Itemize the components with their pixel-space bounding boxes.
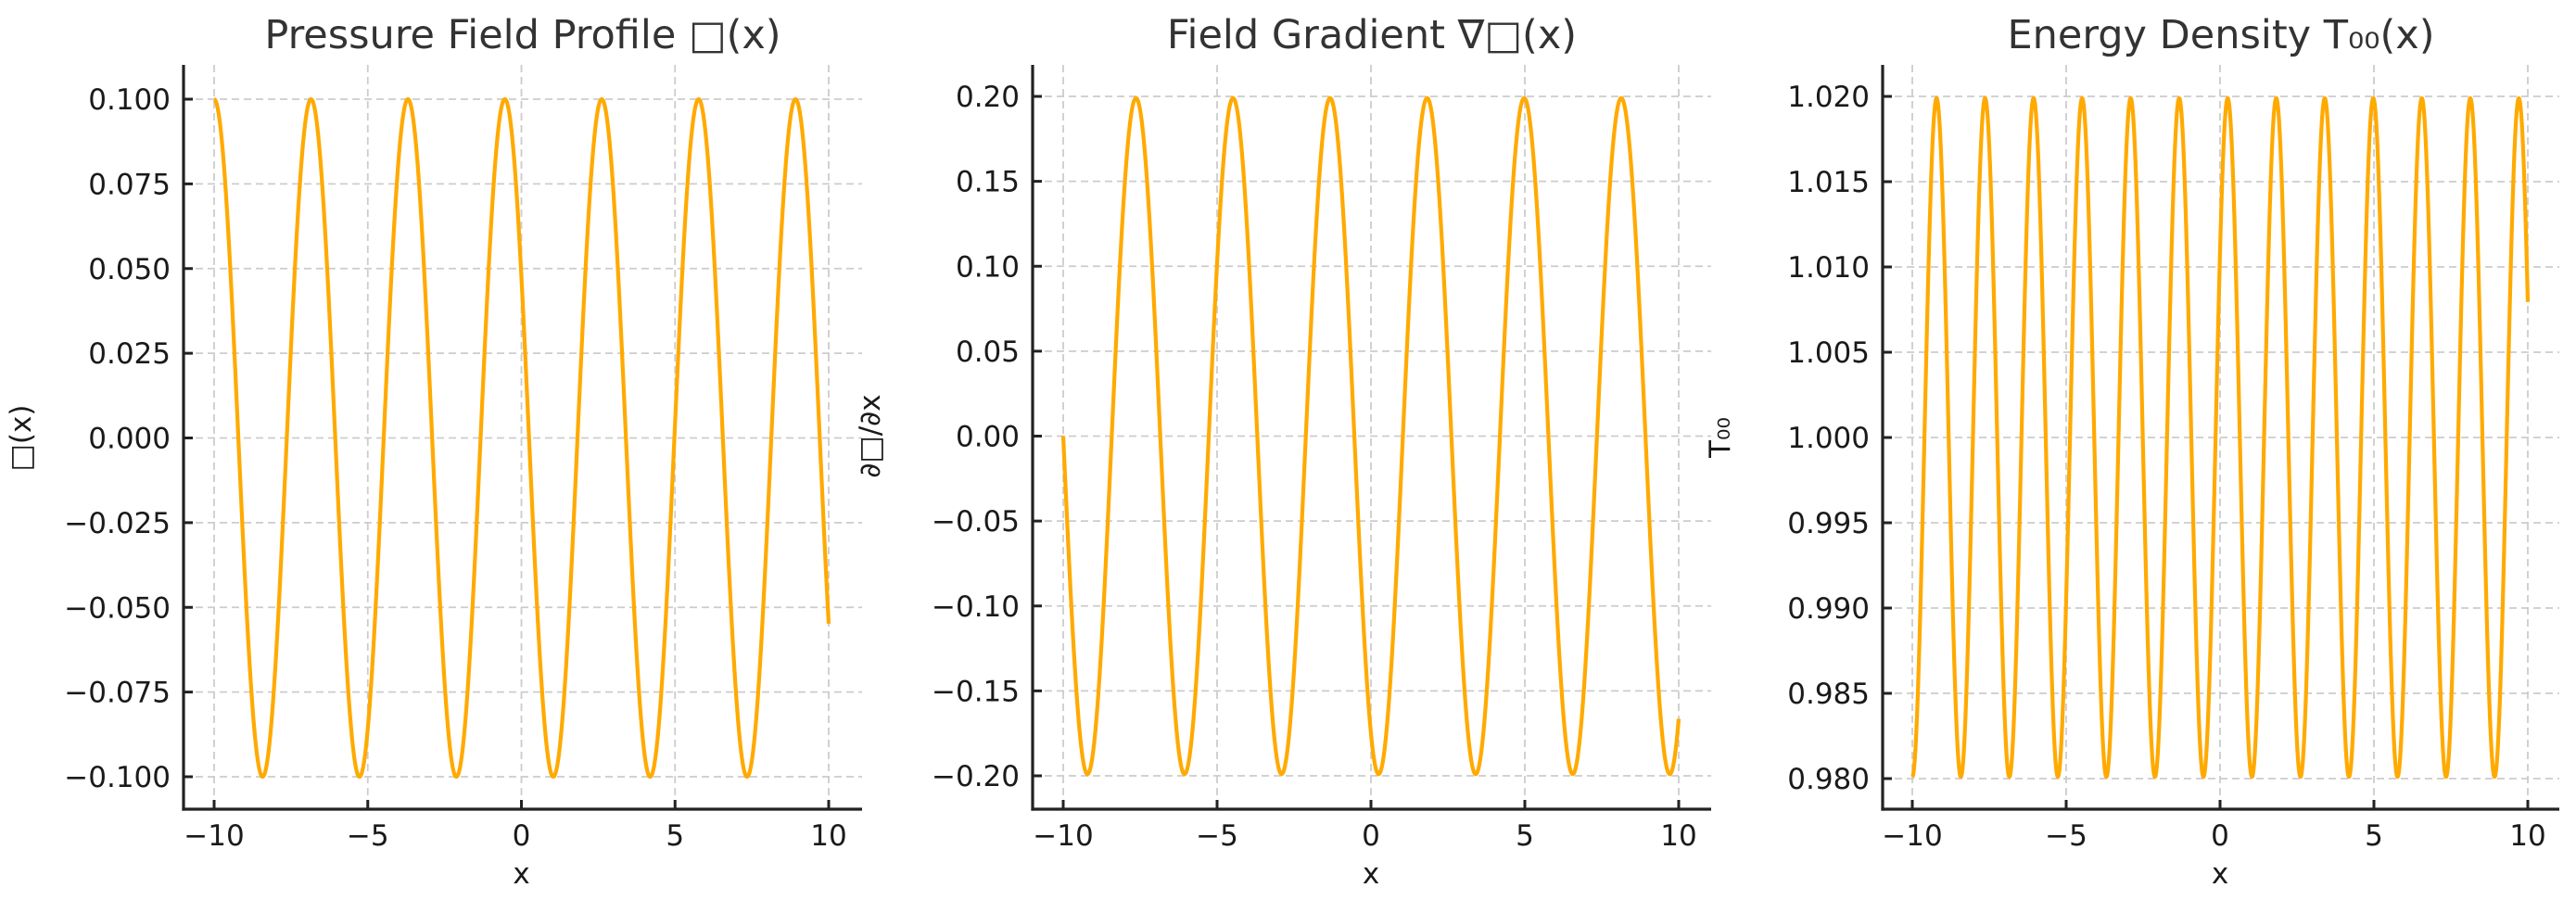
x-tick-label: −5 <box>1196 819 1238 853</box>
y-tick-label: −0.15 <box>932 675 1020 708</box>
x-tick-label: −10 <box>1033 819 1093 853</box>
pressure-field-x-label: x <box>513 857 529 891</box>
x-tick-label: 5 <box>666 819 684 853</box>
y-tick-label: 0.995 <box>1787 507 1870 540</box>
energy-density-title: Energy Density T₀₀(x) <box>2007 12 2434 58</box>
y-tick-label: −0.05 <box>932 505 1020 539</box>
energy-density-curve <box>1910 95 2531 780</box>
x-tick-label: 5 <box>1516 819 1534 853</box>
pressure-field-grid <box>184 65 862 809</box>
y-tick-label: −0.025 <box>64 507 171 540</box>
energy-density-x-ticks: −10 −5 0 5 10 <box>1882 800 2546 853</box>
y-tick-label: −0.10 <box>932 590 1020 624</box>
y-tick-label: 0.05 <box>956 336 1020 369</box>
field-gradient-panel: Field Gradient ∇□(x) x ∂□/∂x −10 −5 0 5 10 −… <box>854 12 1711 891</box>
field-gradient-x-ticks: −10 −5 0 5 10 <box>1033 800 1697 853</box>
x-tick-label: −10 <box>184 819 244 853</box>
y-tick-label: 0.100 <box>88 83 171 117</box>
x-tick-label: −5 <box>347 819 389 853</box>
y-tick-label: 0.15 <box>956 166 1020 199</box>
field-gradient-x-label: x <box>1363 857 1379 891</box>
energy-density-y-ticks: 0.980 0.985 0.990 0.995 1.000 1.005 1.010 1.015… <box>1787 81 1892 796</box>
x-tick-label: 5 <box>2365 819 2383 853</box>
y-tick-label: 0.00 <box>956 421 1020 454</box>
pressure-field-y-label: □(x) <box>5 405 38 472</box>
x-tick-label: 0 <box>2211 819 2229 853</box>
field-gradient-title: Field Gradient ∇□(x) <box>1167 12 1577 58</box>
y-tick-label: −0.050 <box>64 591 171 625</box>
y-tick-label: 0.075 <box>88 168 171 201</box>
y-tick-label: −0.100 <box>64 761 171 794</box>
y-tick-label: 0.050 <box>88 253 171 286</box>
x-tick-label: 10 <box>1660 819 1696 853</box>
y-tick-label: 1.015 <box>1787 166 1870 199</box>
x-tick-label: −10 <box>1882 819 1942 853</box>
pressure-field-y-ticks: −0.100 −0.075 −0.050 −0.025 0.000 0.025 0.050 0… <box>64 83 193 794</box>
x-tick-label: 10 <box>2509 819 2545 853</box>
energy-density-y-label: T₀₀ <box>1704 417 1737 459</box>
y-tick-label: 0.20 <box>956 81 1020 114</box>
y-tick-label: 1.010 <box>1787 251 1870 285</box>
y-tick-label: 0.10 <box>956 250 1020 284</box>
pressure-field-curve <box>212 96 831 780</box>
y-tick-label: 1.005 <box>1787 336 1870 370</box>
field-gradient-y-ticks: −0.20 −0.15 −0.10 −0.05 0.00 0.05 0.10 0.15 0.20 <box>932 81 1042 793</box>
y-tick-label: 0.025 <box>88 337 171 371</box>
x-tick-label: −5 <box>2045 819 2087 853</box>
y-tick-label: 1.020 <box>1787 81 1870 114</box>
energy-density-x-label: x <box>2212 857 2228 891</box>
x-tick-label: 0 <box>1362 819 1380 853</box>
y-tick-label: −0.075 <box>64 677 171 710</box>
pressure-field-x-ticks: −10 −5 0 5 10 <box>184 800 847 853</box>
y-tick-label: −0.20 <box>932 760 1020 793</box>
energy-density-panel: Energy Density T₀₀(x) x T₀₀ −10 −5 0 5 10 0.… <box>1704 12 2559 891</box>
x-tick-label: 0 <box>513 819 531 853</box>
pressure-field-title: Pressure Field Profile □(x) <box>264 12 780 58</box>
y-tick-label: 0.985 <box>1787 678 1870 711</box>
x-tick-label: 10 <box>810 819 846 853</box>
y-tick-label: 1.000 <box>1787 422 1870 455</box>
field-gradient-y-label: ∂□/∂x <box>854 394 887 477</box>
y-tick-label: 0.000 <box>88 423 171 456</box>
y-tick-label: 0.990 <box>1787 592 1870 626</box>
pressure-field-panel: Pressure Field Profile □(x) x □(x) −10 −5… <box>5 12 862 891</box>
y-tick-label: 0.980 <box>1787 763 1870 796</box>
field-gradient-curve <box>1060 95 1681 777</box>
